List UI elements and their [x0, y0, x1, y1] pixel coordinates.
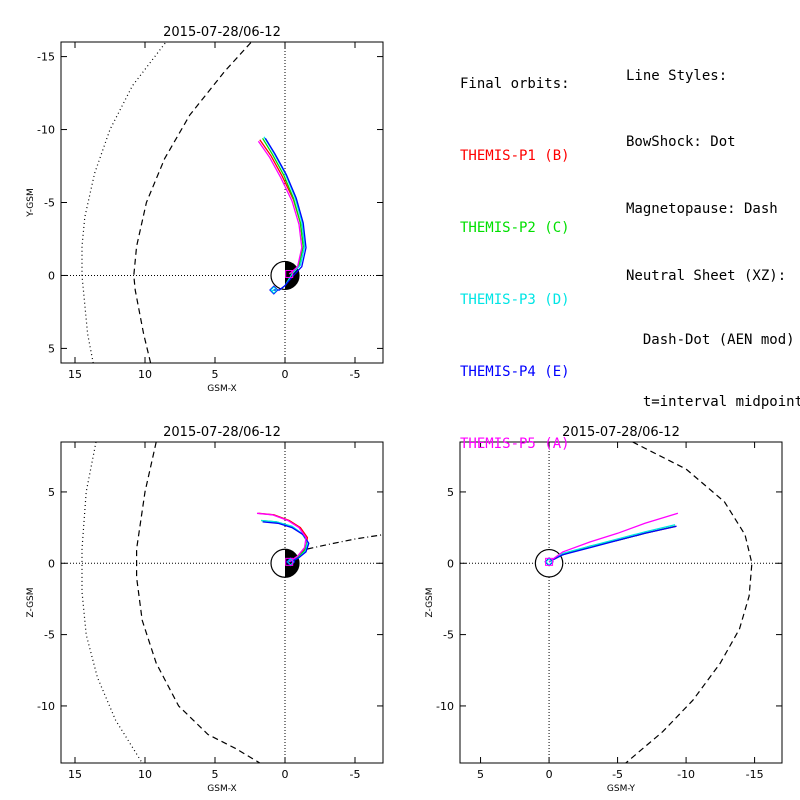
final-orbits-legend: Final orbits: THEMIS-P1 (B) THEMIS-P2 (C… — [460, 24, 570, 504]
orbit-line-p2 — [262, 137, 304, 275]
y-tick-label: -5 — [44, 197, 55, 210]
orbit-marker-square — [285, 269, 294, 278]
magnetopause-line — [136, 442, 261, 763]
x-tick-label: 15 — [68, 368, 82, 381]
panel-title: 2015-07-28/06-12 — [163, 425, 281, 440]
panel-frame — [60, 41, 384, 364]
y-tick-label: 5 — [447, 486, 454, 499]
panel-plot-area — [61, 42, 383, 363]
legend-item-p2: THEMIS-P2 (C) — [460, 220, 570, 236]
orbit-line-p5 — [548, 512, 679, 563]
orbit-marker-diamond — [269, 285, 279, 295]
x-tick-label: -5 — [350, 768, 361, 781]
orbit-line-p5 — [257, 140, 303, 275]
y-tick-label: -10 — [37, 124, 55, 137]
y-tick-label: 5 — [48, 342, 55, 355]
y-tick-label: -5 — [44, 629, 55, 642]
earth-night-side — [285, 261, 299, 290]
orbit-marker-diamond-inner — [270, 286, 278, 294]
orbit-line-p1 — [259, 139, 304, 275]
x-tick-label: 5 — [212, 768, 219, 781]
y-axis-label: Z-GSM — [425, 587, 435, 617]
x-tick-label: 15 — [68, 768, 82, 781]
x-axis-label: GSM-X — [207, 784, 236, 794]
legend-item-p5: THEMIS-P5 (A) — [460, 436, 570, 452]
legend-heading: Final orbits: — [460, 76, 570, 92]
line-style-magnetopause: Magnetopause: Dash — [626, 201, 778, 217]
panel-plot-area — [61, 442, 383, 763]
orbit-line-p3 — [548, 524, 676, 563]
line-styles-heading: Line Styles: — [626, 68, 728, 84]
x-tick-label: 5 — [477, 768, 484, 781]
panel-title: 2015-07-28/06-12 — [562, 425, 680, 440]
earth-circle — [534, 548, 564, 578]
y-tick-label: 0 — [48, 557, 55, 570]
line-style-neutral-sheet: Neutral Sheet (XZ): — [626, 268, 787, 284]
panel-frame — [60, 441, 384, 764]
legend-item-p4: THEMIS-P4 (E) — [460, 364, 570, 380]
y-tick-label: 0 — [48, 269, 55, 282]
x-tick-label: 10 — [138, 768, 152, 781]
orbit-panel-3: 5 0 -5 -10 -15 5 0 -5 -10 2015-07-28/06-12 GSM-Y Z-… — [425, 425, 783, 794]
legend-item-p1: THEMIS-P1 (B) — [460, 148, 570, 164]
x-tick-label: 5 — [212, 368, 219, 381]
panel-plot-area — [460, 442, 782, 763]
x-tick-label: 10 — [138, 368, 152, 381]
y-tick-label: 0 — [447, 557, 454, 570]
orbit-line-p4 — [264, 137, 307, 291]
y-tick-label: 5 — [48, 486, 55, 499]
y-tick-label: -5 — [443, 629, 454, 642]
y-axis-label: Z-GSM — [26, 587, 36, 617]
legend-item-p3: THEMIS-P3 (D) — [460, 292, 570, 308]
x-tick-label: -5 — [612, 768, 623, 781]
x-tick-label: 0 — [282, 768, 289, 781]
y-tick-label: -10 — [37, 700, 55, 713]
line-style-midpoint: t=interval midpoint — [626, 394, 800, 410]
x-tick-label: 0 — [282, 368, 289, 381]
neutral-sheet-line — [307, 534, 383, 550]
y-tick-label: -10 — [436, 700, 454, 713]
y-tick-label: -15 — [37, 51, 55, 64]
orbit-line-p1 — [548, 525, 677, 563]
orbit-marker-square — [545, 557, 554, 566]
orbit-marker-square — [285, 557, 294, 566]
x-tick-label: 0 — [546, 768, 553, 781]
magnetopause-line — [625, 442, 753, 763]
x-tick-label: -15 — [746, 768, 764, 781]
orbit-panel-2: 15 10 5 0 -5 5 0 -5 -10 2015-07-28/06-12 GSM-X Z-GS… — [26, 425, 384, 794]
magnetopause-line — [133, 42, 252, 363]
orbit-panel-1: 15 10 5 0 -5 -15 -10 -5 0 5 2015-07-28/06-12 GSM-X Y… — [26, 25, 384, 394]
x-axis-label: GSM-X — [207, 384, 236, 394]
x-tick-label: -10 — [677, 768, 695, 781]
panel-title: 2015-07-28/06-12 — [163, 25, 281, 40]
orbit-line-p4 — [548, 525, 677, 563]
bowshock-line — [81, 42, 167, 363]
panel-frame — [459, 441, 783, 764]
line-style-bowshock: BowShock: Dot — [626, 134, 736, 150]
line-style-dash-dot: Dash-Dot (AEN mod) — [626, 332, 795, 348]
x-tick-label: -5 — [350, 368, 361, 381]
y-axis-label: Y-GSM — [26, 188, 36, 217]
x-axis-label: GSM-Y — [607, 784, 636, 794]
bowshock-line — [81, 442, 143, 763]
orbit-line-p5 — [256, 512, 307, 563]
line-styles-legend: Line Styles: BowShock: Dot Magnetopause:… — [626, 24, 800, 454]
orbit-line-p2 — [548, 525, 676, 563]
